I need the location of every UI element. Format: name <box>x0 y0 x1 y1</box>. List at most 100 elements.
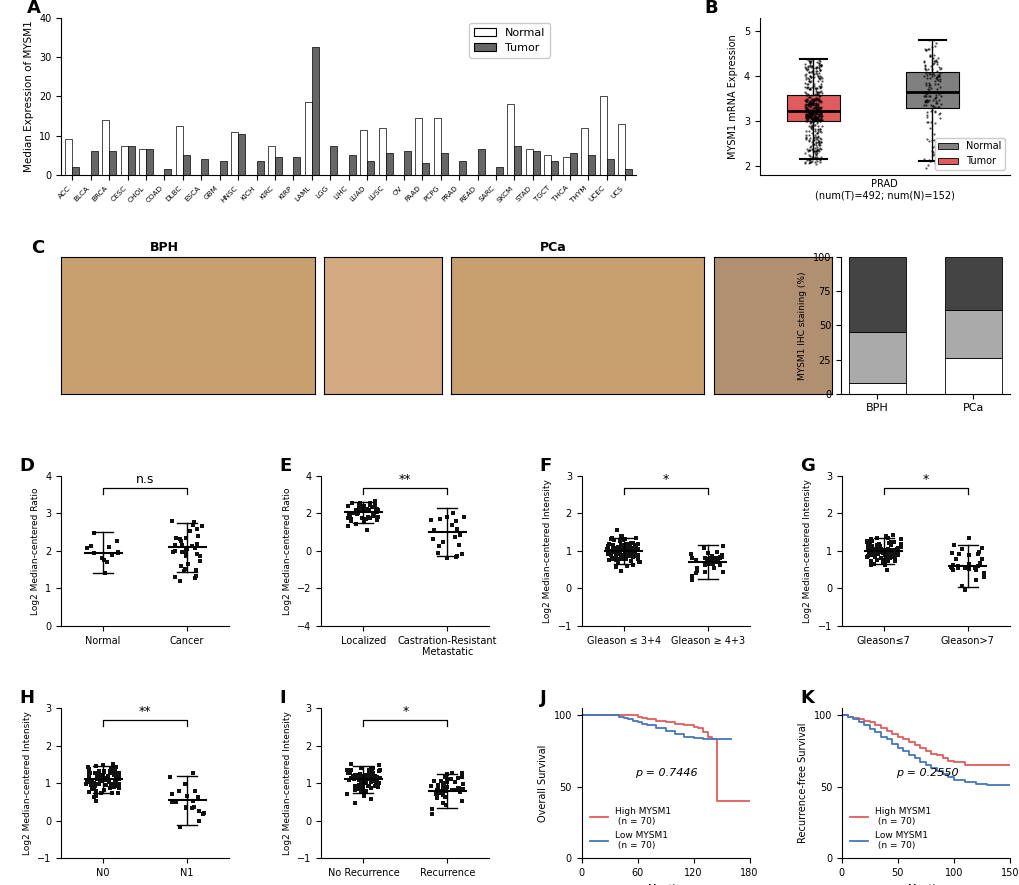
Point <box>810 72 826 86</box>
Point <box>923 40 940 54</box>
Point <box>920 153 936 167</box>
Point <box>684 568 700 582</box>
Point <box>925 105 942 119</box>
Point <box>797 112 813 126</box>
Point <box>359 523 375 537</box>
Point <box>619 539 635 553</box>
Point <box>360 768 376 782</box>
Point <box>927 81 944 96</box>
Point <box>422 513 438 527</box>
Point <box>629 542 645 556</box>
Point <box>709 555 726 569</box>
Point <box>683 551 699 566</box>
Point <box>878 544 895 558</box>
Point <box>878 554 895 568</box>
Point <box>194 519 210 533</box>
Point <box>922 104 938 118</box>
Point <box>93 774 109 789</box>
Text: D: D <box>19 457 35 475</box>
Point <box>630 542 646 556</box>
Point <box>923 104 940 118</box>
Point <box>803 64 819 78</box>
Point <box>438 773 454 787</box>
Point <box>809 92 825 106</box>
Point <box>812 135 828 149</box>
Point <box>362 512 378 526</box>
Point <box>368 770 384 784</box>
Bar <box>433 118 440 175</box>
Point <box>811 54 827 68</box>
Point <box>620 547 636 561</box>
Bar <box>944 358 1001 394</box>
Point <box>436 770 452 784</box>
Point <box>917 94 933 108</box>
Point <box>928 50 945 65</box>
Point <box>797 94 813 108</box>
Point <box>965 561 981 575</box>
Point <box>797 62 813 76</box>
Point <box>88 783 104 797</box>
Point <box>802 99 818 113</box>
Bar <box>72 167 79 175</box>
Point <box>803 120 819 135</box>
Point <box>858 534 874 548</box>
Bar <box>201 159 208 175</box>
Point <box>451 528 468 543</box>
X-axis label: PRAD
(num(T)=492; num(N)=152): PRAD (num(T)=492; num(N)=152) <box>814 180 954 201</box>
Bar <box>848 383 905 394</box>
Point <box>350 770 366 784</box>
Point <box>805 70 821 84</box>
Point <box>931 74 948 88</box>
Point <box>927 94 944 108</box>
Point <box>805 101 821 115</box>
Point <box>172 532 189 546</box>
Point <box>365 774 381 789</box>
Point <box>802 139 818 153</box>
Point <box>801 113 817 127</box>
Point <box>172 820 189 835</box>
Point <box>801 155 817 169</box>
Point <box>800 98 816 112</box>
Point <box>81 771 97 785</box>
Point <box>806 109 822 123</box>
Bar <box>422 163 429 175</box>
Point <box>453 766 470 781</box>
Point <box>883 550 900 564</box>
Point <box>804 101 820 115</box>
Point <box>696 551 712 566</box>
Point <box>915 97 931 112</box>
Point <box>917 108 933 122</box>
Point <box>926 90 943 104</box>
Bar <box>415 118 422 175</box>
Point <box>807 135 823 150</box>
Point <box>802 114 818 128</box>
Point <box>800 149 816 163</box>
Point <box>807 96 823 110</box>
Point <box>178 531 195 545</box>
Point <box>802 106 818 120</box>
Bar <box>65 139 72 175</box>
Point <box>808 64 824 78</box>
Point <box>338 763 355 777</box>
Point <box>364 766 380 780</box>
Point <box>800 54 816 68</box>
Point <box>802 70 818 84</box>
Point <box>868 547 884 561</box>
Point <box>886 548 902 562</box>
Point <box>871 539 888 553</box>
Point <box>87 780 103 794</box>
Point <box>622 545 638 559</box>
Point <box>353 500 369 514</box>
Point <box>798 93 814 107</box>
Point <box>960 557 976 571</box>
Point <box>800 52 816 66</box>
Point <box>973 542 989 556</box>
Point <box>931 111 948 125</box>
Point <box>931 89 948 104</box>
Point <box>878 547 895 561</box>
Point <box>929 100 946 114</box>
Point <box>810 92 826 106</box>
Point <box>611 545 628 559</box>
Point <box>812 108 828 122</box>
Point <box>803 103 819 117</box>
